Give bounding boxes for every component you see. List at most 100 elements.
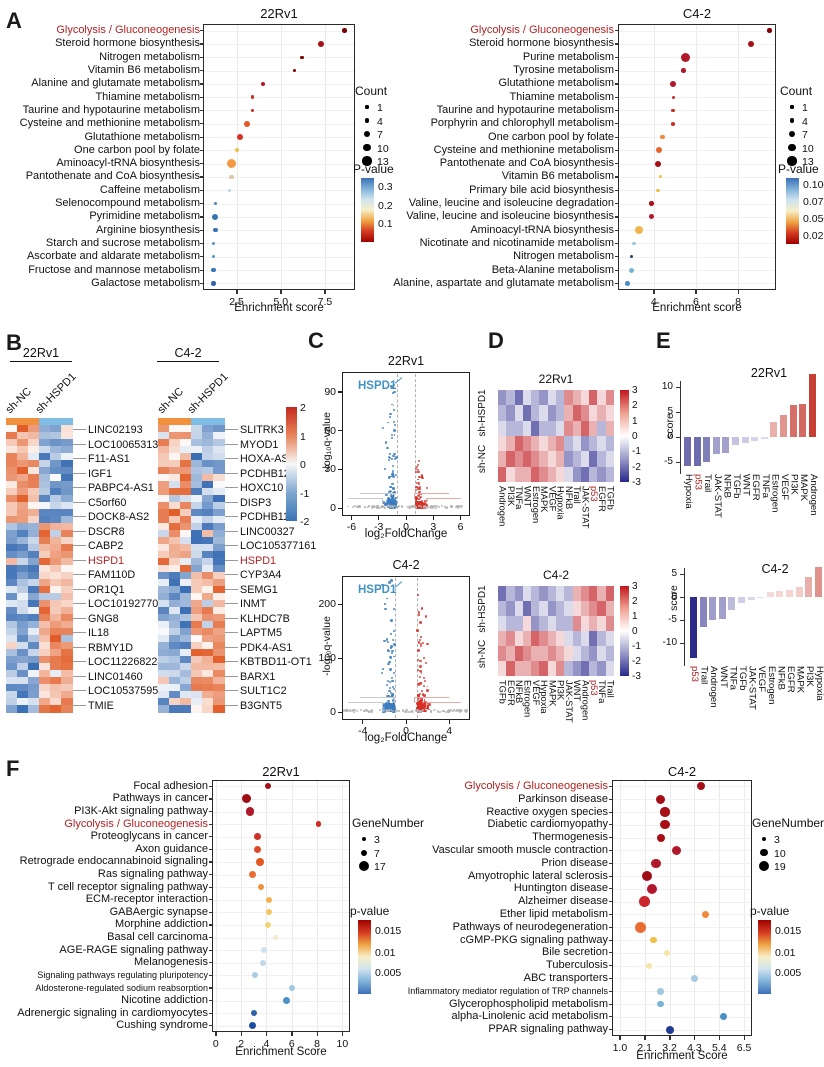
volcano-point	[386, 597, 389, 600]
volcano-point	[432, 505, 435, 508]
volcano-point	[393, 642, 396, 646]
volcano-point	[384, 440, 388, 444]
data-point	[665, 1025, 674, 1034]
heatmap-cell	[180, 425, 192, 433]
volcano-point	[421, 476, 424, 480]
volcano-point	[395, 504, 398, 507]
volcano-point	[416, 463, 420, 467]
heatmap-cell	[564, 601, 573, 617]
heatmap-cell	[6, 425, 18, 433]
heatmap-cell	[169, 488, 181, 496]
heatmap-cell	[61, 488, 73, 496]
expression-colorbar-tick: -1	[300, 487, 310, 500]
gene-label: GNG8	[88, 612, 119, 625]
gridline-v	[619, 781, 621, 1035]
data-point	[670, 108, 675, 113]
score-colorbar-tick: 1	[632, 611, 638, 622]
category-label: Valine, leucine and isoleucine biosynthe…	[406, 210, 614, 223]
volcano-point	[421, 692, 424, 696]
x-axis-label: Enrichment Score	[636, 1050, 728, 1062]
volcano-point	[353, 710, 356, 713]
heatmap-cell	[17, 698, 29, 706]
score-colorbar-tick: -1	[632, 446, 641, 458]
heatmap-cell	[180, 586, 192, 594]
heatmap-cell	[158, 446, 170, 454]
heatmap-cell	[169, 600, 181, 608]
volcano-point	[456, 709, 458, 711]
category-label: Vitamin B6 metabolism	[501, 170, 614, 183]
heatmap-cell	[202, 572, 214, 580]
y-tick-mark	[209, 962, 212, 964]
gene-label: PABPC4-AS1	[88, 482, 154, 494]
expression-colorbar	[286, 407, 297, 521]
score-colorbar-tick: 2	[632, 400, 638, 412]
heatmap-cell	[6, 677, 18, 685]
heatmap-cell	[547, 631, 557, 647]
heatmap-cell	[191, 593, 203, 601]
gridline-h	[613, 888, 751, 890]
volcano-point	[426, 505, 429, 508]
heatmap-cell	[17, 677, 29, 685]
heatmap-cell	[202, 677, 214, 685]
data-point	[288, 984, 295, 991]
y-tick-label: 0	[330, 502, 336, 514]
heatmap-cell	[50, 684, 62, 692]
heatmap-cell	[514, 601, 524, 617]
gene-label: DOCK8-AS2	[88, 511, 150, 523]
heatmap-cell	[498, 390, 507, 406]
volcano-point	[443, 505, 446, 508]
volcano-point	[386, 447, 389, 450]
gene-label: LOC101927708	[88, 598, 165, 610]
gridline-h	[213, 899, 349, 901]
heatmap-cell	[572, 646, 582, 662]
data-point	[250, 1010, 257, 1017]
data-point	[315, 821, 322, 827]
heatmap-cell	[39, 544, 51, 552]
tick-mark	[669, 1036, 671, 1040]
heatmap-cell	[17, 579, 29, 587]
data-point	[237, 134, 244, 141]
category-label: Glycolysis / Gluconeogenesis	[470, 24, 614, 37]
heatmap-cell	[180, 439, 192, 447]
volcano-point	[393, 655, 396, 658]
heatmap-column-label: MAPK	[539, 486, 550, 513]
threshold-line	[416, 578, 418, 718]
heatmap-cell	[50, 495, 62, 503]
y-tick-mark	[200, 216, 203, 218]
volcano-point	[384, 705, 387, 708]
legend-count-dot	[361, 849, 367, 856]
volcano-point	[457, 710, 460, 713]
heatmap-cell	[28, 551, 40, 559]
bar	[693, 437, 701, 466]
category-label: Tyrosine metabolism	[513, 64, 614, 77]
heatmap-cell	[522, 616, 532, 632]
legend-pvalue-title: P-value	[353, 162, 394, 176]
heatmap-cell	[158, 474, 170, 482]
gene-label: HOXA-AS2	[240, 453, 295, 465]
heatmap-cell	[158, 453, 170, 461]
data-point	[318, 40, 325, 47]
heatmap-cell	[597, 451, 607, 468]
volcano-point	[419, 659, 422, 663]
heatmap-cell	[202, 621, 214, 629]
y-tick-mark	[615, 83, 618, 85]
volcano-point	[388, 703, 392, 707]
heatmap-cell	[6, 670, 18, 678]
volcano-point	[391, 500, 393, 503]
heatmap-cell	[169, 551, 181, 559]
tick-mark	[316, 1032, 319, 1036]
bar-category-label: Androgen	[807, 474, 819, 516]
heatmap-cell	[180, 474, 192, 482]
volcano-point	[416, 683, 419, 686]
volcano-point	[392, 672, 395, 675]
heatmap-cell	[50, 649, 62, 657]
volcano-point	[387, 491, 390, 494]
y-tick-mark	[615, 30, 618, 32]
volcano-point	[417, 594, 419, 596]
gene-callout-clutter	[414, 697, 449, 703]
gene-label-connector	[225, 632, 238, 633]
gridline-h	[613, 1029, 751, 1031]
heatmap-cell	[50, 607, 62, 615]
volcano-point	[421, 708, 424, 711]
heatmap-cell	[180, 649, 192, 657]
